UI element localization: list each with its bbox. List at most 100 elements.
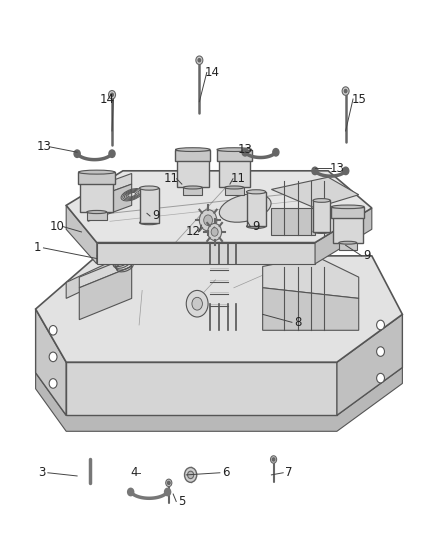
Circle shape [273,149,279,156]
Circle shape [271,456,277,463]
Circle shape [167,481,170,484]
Circle shape [165,488,171,496]
Polygon shape [272,208,315,235]
Text: 3: 3 [39,466,46,479]
Circle shape [342,87,349,95]
Ellipse shape [176,148,210,151]
Polygon shape [88,184,132,221]
Text: 14: 14 [205,66,220,79]
Circle shape [211,228,218,236]
Polygon shape [79,256,132,288]
Circle shape [377,373,385,383]
Circle shape [109,150,115,157]
Text: 7: 7 [285,466,293,479]
Ellipse shape [313,230,330,233]
Circle shape [272,458,275,461]
Text: 13: 13 [238,143,253,156]
Bar [332,207,364,217]
Circle shape [111,93,113,96]
Circle shape [198,59,201,62]
Text: 11: 11 [163,172,178,185]
Ellipse shape [219,194,271,222]
Bar [184,188,202,195]
Polygon shape [337,314,403,415]
Text: 10: 10 [50,220,65,233]
Polygon shape [79,266,132,320]
Ellipse shape [140,186,159,190]
Circle shape [377,347,385,357]
Bar [313,200,330,231]
Polygon shape [35,368,403,431]
Text: 14: 14 [100,93,115,106]
Polygon shape [263,256,359,298]
Polygon shape [66,205,97,264]
Text: 9: 9 [252,220,260,233]
Bar [247,192,266,227]
Text: 11: 11 [231,172,246,185]
Circle shape [166,479,172,487]
Text: 9: 9 [152,209,159,222]
Text: 5: 5 [178,495,186,508]
Text: 9: 9 [364,249,371,262]
Circle shape [49,326,57,335]
Circle shape [343,167,349,175]
Text: 4: 4 [130,466,138,479]
Polygon shape [66,256,123,298]
Text: 6: 6 [222,466,230,479]
Polygon shape [272,177,359,208]
Text: 1: 1 [34,241,42,254]
Circle shape [242,149,248,156]
Circle shape [184,467,197,482]
Ellipse shape [339,241,357,244]
Circle shape [186,290,208,317]
Bar [80,180,113,212]
Bar [339,243,357,250]
Ellipse shape [225,186,244,189]
Ellipse shape [78,170,115,174]
Circle shape [127,488,134,496]
Polygon shape [263,288,359,330]
Circle shape [208,223,222,240]
Bar [225,188,244,195]
Circle shape [49,352,57,362]
Ellipse shape [332,205,364,208]
Polygon shape [88,173,132,200]
Polygon shape [315,208,372,264]
Ellipse shape [217,148,251,151]
Ellipse shape [87,211,107,214]
Text: 8: 8 [294,316,301,329]
Circle shape [196,56,203,64]
Circle shape [312,167,318,175]
Ellipse shape [140,221,159,225]
Circle shape [74,150,80,157]
Bar [78,172,115,184]
Polygon shape [97,243,315,264]
Polygon shape [66,362,337,415]
Bar [140,188,159,223]
Text: 12: 12 [185,225,200,238]
Circle shape [109,91,116,99]
Text: 13: 13 [329,161,344,175]
Bar [217,150,251,161]
Text: 13: 13 [37,140,52,154]
Bar [87,212,107,220]
Polygon shape [35,256,403,362]
Bar [176,150,210,161]
Circle shape [49,378,57,388]
Circle shape [204,215,212,225]
Ellipse shape [313,199,330,203]
Bar [177,157,208,188]
Circle shape [344,90,347,93]
Polygon shape [35,309,66,415]
Ellipse shape [247,224,266,229]
Ellipse shape [247,190,266,194]
Bar [219,157,250,188]
Circle shape [192,297,202,310]
Text: 15: 15 [351,93,366,106]
Circle shape [199,209,217,231]
Circle shape [377,320,385,330]
Ellipse shape [184,186,202,189]
Polygon shape [66,171,372,243]
Circle shape [187,471,194,479]
Bar [333,214,363,243]
